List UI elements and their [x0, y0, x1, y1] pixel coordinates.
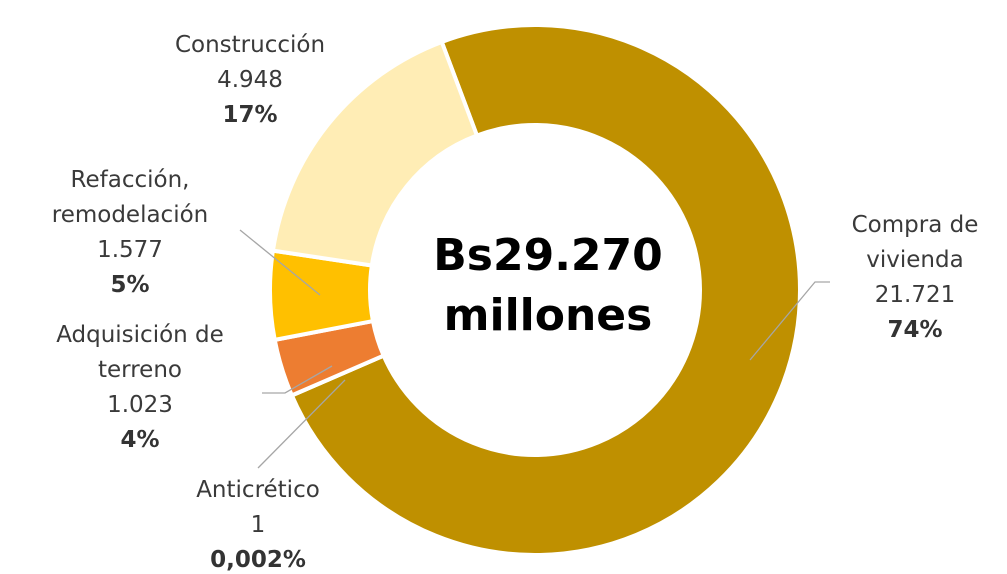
center-text: millones: [444, 290, 653, 341]
data-label: Adquisición de terreno 1.023 4%: [20, 318, 260, 458]
leader-line: [239, 229, 321, 296]
wedges: [268, 23, 802, 557]
value-label: 1.577: [97, 237, 163, 263]
value-label: 4.948: [217, 67, 283, 93]
data-label: Anticrético 1 0,002%: [183, 473, 333, 574]
data-label: Refacción, remodelación 1.577 5%: [20, 163, 240, 303]
percent-label: 17%: [222, 102, 278, 128]
wedge: [270, 39, 480, 268]
value-label: 1: [250, 512, 266, 538]
wedge: [289, 23, 802, 557]
value-label: 1.023: [107, 392, 173, 418]
percent-label: 5%: [110, 272, 150, 298]
center-text: Bs29.270: [433, 230, 663, 281]
value-label: 21.721: [874, 282, 956, 308]
category-label: Adquisición de terreno: [56, 322, 224, 383]
leader-line: [257, 379, 346, 469]
percent-label: 74%: [887, 317, 943, 343]
data-label: Compra de vivienda 21.721 74%: [830, 208, 1000, 348]
category-label: Construcción: [174, 32, 326, 58]
leader-line: [262, 365, 333, 394]
percent-label: 0,002%: [210, 547, 306, 573]
percent-label: 4%: [120, 427, 160, 453]
category-label: Compra de vivienda: [851, 212, 979, 273]
data-label: Construcción 4.948 17%: [140, 28, 360, 133]
leader-line: [749, 281, 830, 361]
category-label: Anticrético: [196, 477, 320, 503]
category-label: Refacción, remodelación: [51, 167, 209, 228]
